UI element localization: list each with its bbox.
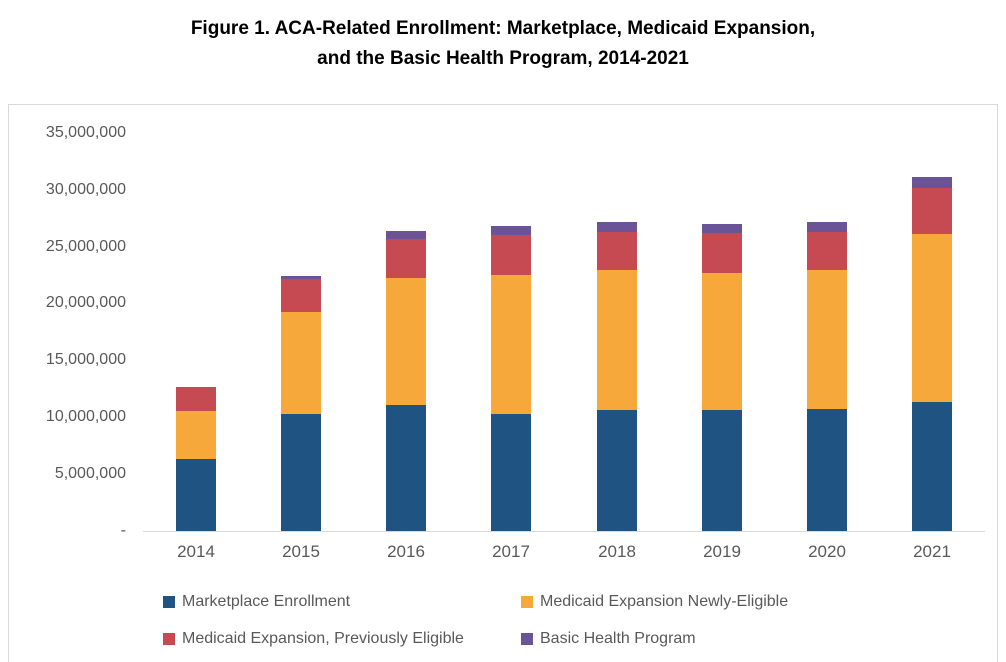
bar-segment xyxy=(491,226,531,235)
bar-segment xyxy=(386,239,426,278)
legend-label-medicaid-previously-eligible: Medicaid Expansion, Previously Eligible xyxy=(182,630,464,647)
x-axis-line xyxy=(143,531,985,532)
bar-2016 xyxy=(386,231,426,531)
x-axis-tick-label: 2018 xyxy=(598,542,636,561)
bar-segment xyxy=(386,278,426,405)
bar-segment xyxy=(281,312,321,414)
bar-segment xyxy=(176,459,216,531)
y-axis-tick-label: 25,000,000 xyxy=(45,237,126,255)
bar-2021 xyxy=(912,177,952,531)
legend-swatch-marketplace-icon xyxy=(163,596,175,608)
bar-segment xyxy=(281,414,321,531)
bar-segment xyxy=(702,273,742,410)
bar-segment xyxy=(912,234,952,402)
bar-segment xyxy=(912,177,952,188)
legend-label-marketplace: Marketplace Enrollment xyxy=(182,593,351,610)
bar-segment xyxy=(386,231,426,239)
x-axis-tick-label: 2014 xyxy=(177,542,215,561)
legend-swatch-basic-health-program-icon xyxy=(521,633,533,645)
x-axis-tick-label: 2021 xyxy=(913,542,951,561)
bar-segment xyxy=(597,222,637,232)
y-axis-tick-label: 20,000,000 xyxy=(45,294,126,312)
bar-2017 xyxy=(491,226,531,531)
legend-item-medicaid-previously-eligible: Medicaid Expansion, Previously Eligible xyxy=(163,630,464,647)
bar-segment xyxy=(491,235,531,275)
bar-segment xyxy=(597,410,637,531)
bar-segment xyxy=(912,188,952,234)
bar-segment xyxy=(702,224,742,233)
bar-2019 xyxy=(702,224,742,531)
bar-2015 xyxy=(281,276,321,531)
bar-segment xyxy=(597,232,637,270)
bar-segment xyxy=(702,233,742,273)
legend-swatch-medicaid-newly-eligible-icon xyxy=(521,596,533,608)
legend-label-medicaid-newly-eligible: Medicaid Expansion Newly-Eligible xyxy=(540,593,789,610)
bar-segment xyxy=(807,270,847,409)
y-axis-tick-label: - xyxy=(120,522,126,539)
y-axis-tick-label: 30,000,000 xyxy=(45,180,126,198)
figure-title-line1: Figure 1. ACA-Related Enrollment: Market… xyxy=(190,18,816,39)
legend-item-basic-health-program: Basic Health Program xyxy=(521,630,696,647)
bar-segment xyxy=(176,411,216,459)
bar-segment xyxy=(807,232,847,270)
bar-segment xyxy=(702,410,742,531)
bar-segment xyxy=(912,402,952,531)
x-axis-tick-label: 2020 xyxy=(808,542,846,561)
bar-segment xyxy=(281,276,321,279)
y-axis-tick-label: 10,000,000 xyxy=(45,408,126,426)
y-axis-tick-label: 5,000,000 xyxy=(54,465,126,483)
bar-segment xyxy=(491,414,531,531)
bar-2018 xyxy=(597,222,637,531)
bar-segment xyxy=(491,275,531,414)
legend-label-basic-health-program: Basic Health Program xyxy=(540,630,696,647)
legend-item-medicaid-newly-eligible: Medicaid Expansion Newly-Eligible xyxy=(521,593,789,610)
bar-2014 xyxy=(176,387,216,531)
bar-segment xyxy=(807,222,847,232)
x-axis-tick-label: 2015 xyxy=(282,542,320,561)
figure-title: Figure 1. ACA-Related Enrollment: Market… xyxy=(0,14,1006,74)
x-axis-tick-label: 2017 xyxy=(492,542,530,561)
bar-segment xyxy=(281,279,321,312)
x-axis-tick-label: 2016 xyxy=(387,542,425,561)
y-axis-tick-label: 15,000,000 xyxy=(45,351,126,369)
bar-segment xyxy=(386,405,426,531)
legend-swatch-medicaid-previously-eligible-icon xyxy=(163,633,175,645)
bar-2020 xyxy=(807,222,847,531)
legend-item-marketplace: Marketplace Enrollment xyxy=(163,593,351,610)
figure-title-line2: and the Basic Health Program, 2014-2021 xyxy=(317,48,689,69)
x-axis-tick-label: 2019 xyxy=(703,542,741,561)
bar-segment xyxy=(176,387,216,411)
bar-segment xyxy=(597,270,637,410)
bar-segment xyxy=(807,409,847,531)
y-axis-tick-label: 35,000,000 xyxy=(45,123,126,141)
